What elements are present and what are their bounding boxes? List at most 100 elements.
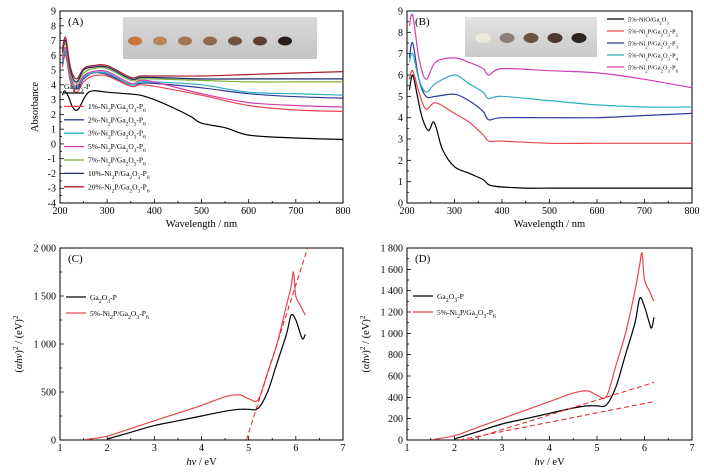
chart-panel-c: 1 2 3 4 5 6 7 0 500 1 000 1 500 2 000 hν / eV (αhν)2 … (11, 244, 346, 469)
y-tick-label: 8 (51, 21, 56, 32)
series-group (408, 13, 692, 189)
series-line (408, 52, 692, 108)
legend-label: 7%-Ni2P/Ga2O3-P6 (88, 156, 146, 168)
series-line (61, 49, 343, 96)
x-tick-label: 800 (336, 206, 351, 217)
plot-frame (406, 247, 693, 441)
legend: 5%-NiO/Ga2O3 5%-Ni2P/Ga2O3-P2 5%-Ni2P/Ga2O… (607, 17, 679, 74)
series-group (85, 248, 309, 440)
x-tick-label: 200 (53, 206, 68, 217)
chart-panel-b: 200 300 400 500 600 700 800 0 1 2 3 4 5 6 7 8 9 Wavelengt… (398, 7, 700, 231)
legend-label: 5%-Ni2P/Ga2O3-P6 (628, 65, 679, 74)
series-line (454, 296, 655, 440)
panel-label: (B) (415, 16, 430, 28)
y-tick-label: 4 (51, 80, 56, 91)
y-tick-label: 0 (398, 199, 403, 210)
tangent-fit-line (459, 401, 655, 440)
series-line (408, 13, 692, 89)
x-tick-label: 6 (642, 443, 647, 454)
y-tick-label: -3 (48, 184, 56, 195)
x-tick-label: 6 (293, 443, 298, 454)
x-tick-label: 800 (685, 206, 700, 217)
x-tick-label: 5 (246, 443, 251, 454)
legend-label: 5%-Ni2P/Ga2O3-P4 (628, 53, 679, 62)
x-tick-label: 5 (595, 443, 600, 454)
panel-label: (A) (68, 16, 84, 28)
y-tick-label: 1 400 (381, 286, 404, 297)
y-tick-label: -4 (48, 199, 56, 210)
powder-sample (499, 33, 515, 43)
powder-sample (178, 36, 192, 46)
x-tick-label: 500 (194, 206, 209, 217)
x-axis-label: hν / eV (534, 457, 565, 468)
series-group (61, 36, 343, 141)
sample-photo-inset (465, 17, 597, 57)
chart-panel-a: 200 300 400 500 600 700 800 -4 -3 -2 -1 0 1 2 3 4 5 6 7 8 9 W… (30, 7, 351, 231)
legend-label: 5%-Ni2P/Ga2O3-P3 (628, 41, 679, 50)
y-tick-label: 500 (41, 388, 56, 399)
y-tick-label: 3 (51, 95, 56, 106)
powder-sample (547, 33, 563, 43)
x-tick-label: 700 (637, 206, 652, 217)
series-line (408, 74, 692, 189)
x-tick-label: 2 (105, 443, 110, 454)
panel-label: (D) (415, 253, 431, 265)
y-tick-label: 9 (51, 7, 56, 18)
y-axis-label: (αhν)2 / (eV)2 (11, 315, 26, 372)
powder-sample (203, 36, 217, 46)
powder-sample (128, 36, 142, 46)
y-tick-label: -1 (48, 154, 56, 165)
y-tick-label: 400 (388, 393, 403, 404)
tangent-fit-line (245, 248, 309, 440)
y-tick-label: 200 (388, 414, 403, 425)
series-line (61, 46, 343, 108)
legend-label: Ga2O3-P (64, 82, 90, 94)
legend: Ga2O3-P 5%-Ni2P/Ga2O3-P6 (66, 293, 149, 321)
x-tick-label: 7 (341, 443, 346, 454)
legend: Ga2O3-P 1%-Ni2P/Ga2O3-P62%-Ni2P/Ga2O3-P6 3… (64, 82, 150, 194)
y-tick-label: 1 600 (381, 265, 404, 276)
legend-label: 5%-Ni2P/Ga2O3-P6 (90, 309, 149, 321)
y-tick-label: 7 (51, 36, 56, 47)
y-tick-label: 6 (398, 71, 403, 82)
y-tick-label: 0 (398, 436, 403, 447)
powder-sample (523, 33, 539, 43)
x-axis-label: hν / eV (186, 457, 217, 468)
x-tick-label: 7 (690, 443, 695, 454)
y-axis-label: (αhν)2 / (eV)2 (358, 315, 373, 372)
series-line (432, 252, 655, 440)
y-tick-label: 7 (398, 49, 403, 60)
y-tick-label: 0 (51, 139, 56, 150)
legend-label: 5%-Ni2P/Ga2O3-P2 (628, 29, 678, 38)
series-line (61, 90, 343, 141)
x-tick-label: 300 (447, 206, 462, 217)
series-group (432, 252, 655, 440)
powder-sample (253, 36, 267, 46)
y-axis-label: Absorbance (30, 82, 41, 132)
powder-sample (571, 33, 587, 43)
y-tick-label: 1 000 (34, 340, 57, 351)
x-tick-label: 4 (199, 443, 204, 454)
powder-sample (228, 36, 242, 46)
chart-panel-d: 1 2 3 4 5 6 7 0 200 400 600 800 1 000 1 200 1 400 1 600… (358, 244, 695, 469)
y-tick-label: 5 (51, 66, 56, 77)
x-tick-label: 4 (547, 443, 552, 454)
x-tick-label: 3 (500, 443, 505, 454)
y-tick-label: 1 500 (34, 292, 57, 303)
x-tick-label: 2 (452, 443, 457, 454)
powder-sample (278, 36, 292, 46)
x-tick-label: 600 (590, 206, 605, 217)
y-tick-label: 5 (398, 92, 403, 103)
legend-label: 5%-Ni2P/Ga2O3-P6 (437, 308, 496, 320)
y-tick-label: 8 (398, 28, 403, 39)
y-tick-label: 1 (51, 125, 56, 136)
y-tick-label: 9 (398, 7, 403, 18)
y-tick-label: -2 (48, 169, 56, 180)
series-line (61, 36, 343, 80)
legend-label: 20%-Ni2P/Ga2O3-P6 (88, 182, 150, 194)
y-tick-label: 800 (388, 350, 403, 361)
x-tick-label: 1 (405, 443, 410, 454)
x-tick-label: 400 (495, 206, 510, 217)
y-tick-label: 0 (51, 436, 56, 447)
y-tick-label: 4 (398, 113, 403, 124)
